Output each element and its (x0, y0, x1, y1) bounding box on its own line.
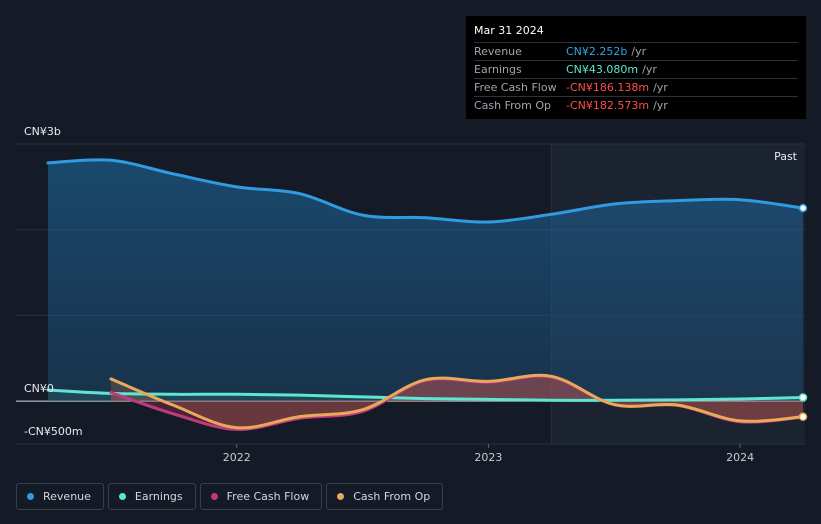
earnings-end-marker (798, 393, 808, 402)
x-tick-label: 2022 (223, 451, 251, 464)
y-tick-label: CN¥0 (24, 382, 54, 395)
tooltip-row-cash-from-op: Cash From Op -CN¥182.573m /yr (474, 96, 798, 114)
tooltip-unit: /yr (653, 99, 668, 112)
tooltip-row-earnings: Earnings CN¥43.080m /yr (474, 60, 798, 78)
legend-item-revenue[interactable]: Revenue (16, 483, 104, 510)
legend-label: Earnings (134, 490, 183, 503)
tooltip-value: CN¥2.252b (566, 45, 628, 58)
legend-dot-icon (118, 493, 126, 500)
tooltip-date: Mar 31 2024 (474, 24, 544, 37)
earnings-line (46, 388, 805, 402)
revenue-line (46, 158, 805, 224)
legend-label: Revenue (43, 490, 91, 503)
tooltip-label: Free Cash Flow (474, 81, 557, 94)
cash-from-op-area (110, 375, 803, 428)
earnings-area (48, 390, 803, 402)
y-tick-label: -CN¥500m (24, 425, 83, 438)
tooltip-label: Cash From Op (474, 99, 552, 112)
revenue-end-marker (798, 203, 808, 213)
y-tick-label: CN¥3b (24, 125, 61, 138)
tooltip-unit: /yr (631, 45, 647, 58)
free-cash-flow-area (110, 376, 803, 430)
tooltip-unit: /yr (653, 81, 668, 94)
tooltip-panel: Mar 31 2024 Revenue CN¥2.252b /yr Earnin… (466, 16, 806, 119)
x-tick-label: 2024 (726, 451, 754, 464)
tooltip-row-revenue: Revenue CN¥2.252b /yr (474, 42, 798, 60)
legend: Revenue Earnings Free Cash Flow Cash Fro… (16, 483, 444, 510)
tooltip-label: Earnings (474, 63, 522, 76)
x-tick-label: 2023 (474, 451, 502, 464)
tooltip-value: CN¥43.080m (566, 63, 639, 76)
tooltip-value: -CN¥182.573m (566, 99, 650, 112)
tooltip-row-free-cash-flow: Free Cash Flow -CN¥186.138m /yr (474, 78, 798, 96)
legend-label: Cash From Op (353, 490, 431, 503)
legend-dot-icon (210, 493, 218, 500)
legend-dot-icon (337, 493, 345, 500)
cash-from-op-end-marker (798, 412, 808, 422)
past-label: Past (774, 150, 798, 163)
legend-label: Free Cash Flow (226, 490, 310, 503)
cash-from-op-line (109, 373, 805, 430)
tooltip-value: -CN¥186.138m (566, 81, 650, 94)
legend-item-cash-from-op[interactable]: Cash From Op (326, 483, 444, 510)
tooltip-label: Revenue (474, 45, 522, 58)
legend-item-earnings[interactable]: Earnings (107, 483, 196, 510)
revenue-area (48, 159, 803, 402)
legend-item-free-cash-flow[interactable]: Free Cash Flow (199, 483, 323, 510)
legend-dot-icon (27, 493, 34, 500)
tooltip-unit: /yr (642, 63, 657, 76)
